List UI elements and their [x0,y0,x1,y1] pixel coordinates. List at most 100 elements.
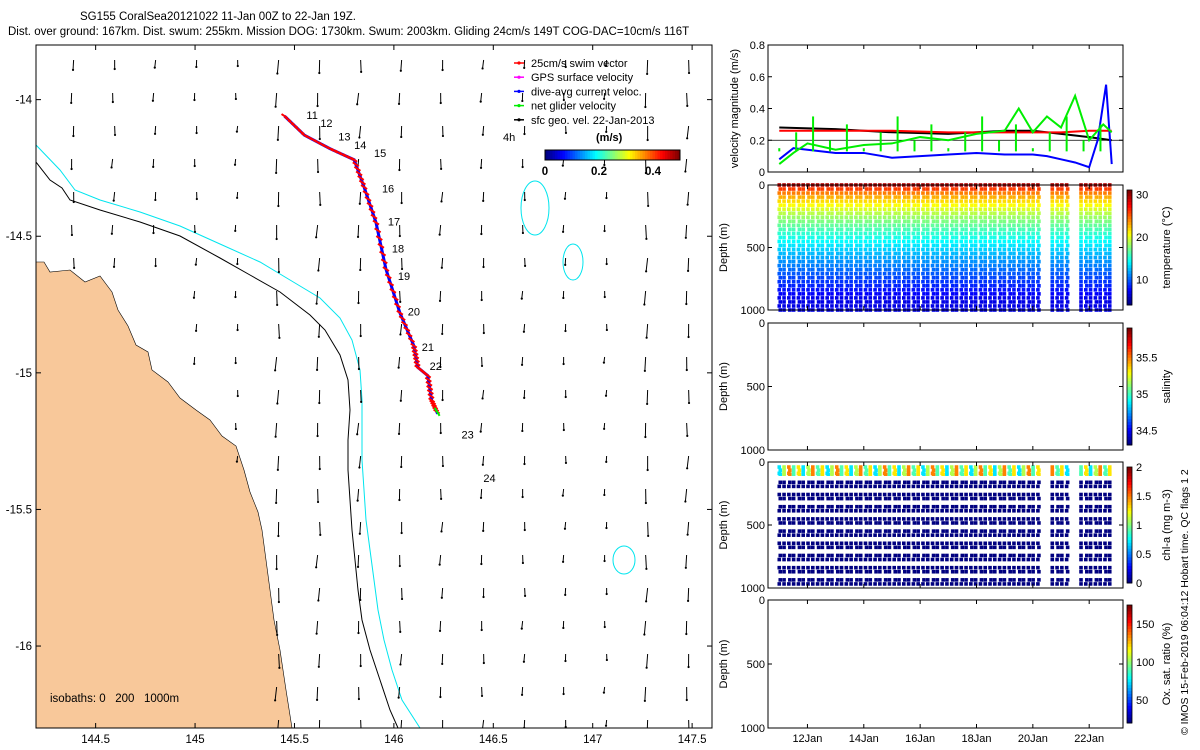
chl-sample [912,504,917,509]
temperature-sample [1098,227,1102,232]
temperature-sample [801,191,806,195]
chl-sample [983,582,988,586]
chl-sample [830,517,834,521]
temperature-sample [830,304,834,308]
temperature-sample [1103,207,1107,211]
temperature-sample [921,239,925,244]
chl-sample [969,508,973,513]
chl-sample [878,496,882,501]
chl-sample [911,582,916,586]
temperature-sample [1104,235,1108,240]
temperature-sample [882,296,887,300]
temperature-sample [960,300,965,304]
arrow-head [440,497,443,501]
chl-sample [906,472,911,476]
colorbar-cell [1127,631,1132,635]
temperature-sample [845,227,850,232]
chl-sample [1012,484,1016,489]
temperature-sample [989,251,993,256]
chl-sample [897,582,901,586]
temperature-sample [874,267,878,272]
chl-sample [922,480,926,485]
temperature-sample [930,255,935,260]
temperature-sample [788,235,792,240]
temperature-sample [935,211,940,216]
chl-sample [970,496,974,501]
temperature-sample [988,279,992,284]
temperature-sample [864,219,869,224]
temperature-sample [1107,304,1112,308]
temperature-sample [849,231,853,236]
temperature-sample [797,227,802,232]
chl-sample [1027,545,1032,550]
arrow-head [276,72,279,75]
temperature-sample [815,296,820,300]
chl-sample [1012,545,1016,550]
arrow-head [523,198,526,202]
temperature-sample [883,300,888,304]
colorbar-cell [1127,389,1132,393]
chl-sample [1007,517,1011,521]
temperature-sample [1107,195,1112,199]
temperature-sample [949,255,954,260]
chl-sample [945,521,949,525]
temperature-sample [1050,300,1055,304]
chl-sample [844,517,849,521]
temperature-sample [1084,296,1088,300]
chl-sample [941,553,945,558]
chl-sample [897,465,901,469]
colorbar-cell [1127,678,1132,683]
temperature-sample [1002,288,1007,292]
chl-sample [930,465,935,469]
chl-sample [782,492,786,497]
chl-sample [806,508,810,513]
geo-velocity-arrow [439,224,442,235]
temperature-sample [973,231,978,236]
chl-sample [911,557,916,562]
chl-sample [912,553,917,558]
chl-sample [935,533,940,537]
temperature-sample [983,275,988,280]
temperature-sample [930,263,935,268]
temperature-sample [1085,219,1089,224]
temperature-sample [849,279,853,284]
chl-sample [878,465,882,469]
chl-sample [930,533,935,537]
chl-sample [1093,508,1098,513]
arrow-head [274,699,277,702]
arrow-head [480,298,483,302]
chl-sample [849,557,853,562]
temperature-sample [1021,267,1026,272]
colorbar-cell [1127,559,1132,564]
chl-sample [777,557,782,562]
chl-sample [844,465,849,469]
chl-sample [788,521,792,525]
chl-sample [1079,578,1083,582]
temperature-sample [801,247,806,252]
geo-velocity-arrow [562,488,565,496]
temperature-sample [1055,296,1059,300]
colorbar-cell [1127,640,1132,644]
geo-velocity-arrow [356,422,360,435]
temperature-sample [788,292,792,296]
chl-sample [874,553,878,558]
chl-sample [820,492,825,497]
arrow-head [643,633,646,636]
chl-sample [964,529,968,533]
chl-sample [834,517,839,521]
temperature-sample [959,207,964,211]
x-tick-label: 146.5 [479,734,508,746]
chl-sample [801,504,806,509]
chl-sample [997,557,1002,562]
chl-sample [791,472,796,476]
temperature-sample [998,267,1003,272]
chl-sample [902,582,906,586]
temperature-sample [844,263,849,268]
temperature-sample [964,231,968,236]
chl-sample [883,545,888,550]
x-tick-label: 16Jan [905,733,935,745]
chl-sample [960,569,965,574]
arrow-head [686,137,689,140]
temperature-sample [839,304,844,308]
chl-sample [959,517,964,521]
